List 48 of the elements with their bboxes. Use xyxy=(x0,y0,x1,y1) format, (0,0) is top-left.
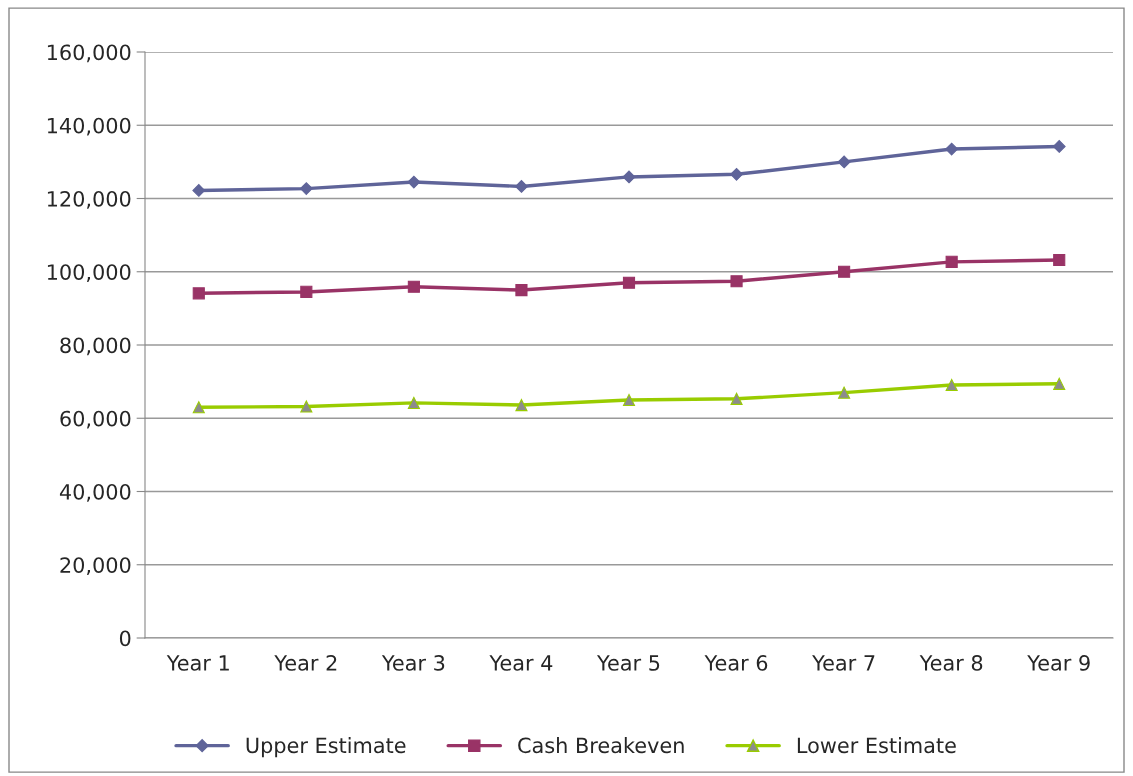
y-tick-label: 80,000 xyxy=(60,337,131,356)
point xyxy=(622,276,636,289)
point xyxy=(515,180,528,193)
x-tick-label: Year 3 xyxy=(381,655,445,671)
point xyxy=(1052,140,1066,153)
point xyxy=(407,175,421,189)
x-tick-label: Year 1 xyxy=(166,655,229,671)
y-tick-label: 60,000 xyxy=(60,410,131,429)
legend-label: Upper Estimate xyxy=(246,737,406,758)
point xyxy=(837,155,851,169)
point xyxy=(622,393,636,407)
point xyxy=(515,283,528,297)
point xyxy=(730,167,743,181)
y-tick-label: 160,000 xyxy=(47,44,131,63)
x-tick-label: Year 2 xyxy=(274,655,337,671)
point xyxy=(299,182,313,196)
point xyxy=(730,275,743,288)
point xyxy=(945,255,958,268)
point xyxy=(945,142,959,156)
legend-label: Cash Breakeven xyxy=(518,737,684,754)
point xyxy=(838,265,851,278)
point xyxy=(407,396,420,409)
point xyxy=(838,386,851,399)
x-tick-label: Year 5 xyxy=(596,655,660,671)
y-tick-label: 140,000 xyxy=(47,117,131,136)
y-tick-label: 100,000 xyxy=(47,264,131,283)
y-tick-label: 40,000 xyxy=(59,483,131,502)
point xyxy=(1053,253,1066,267)
x-tick-label: Year 7 xyxy=(812,655,875,671)
point xyxy=(515,398,528,412)
point xyxy=(407,280,420,293)
x-tick-label: Year 6 xyxy=(704,655,768,671)
y-tick-label: 0 xyxy=(119,630,131,647)
y-tick-label: 20,000 xyxy=(60,557,131,576)
point xyxy=(730,392,743,405)
y-tick-label: 120,000 xyxy=(47,190,131,209)
point xyxy=(300,400,313,413)
point xyxy=(192,184,206,197)
x-tick-label: Year 9 xyxy=(1027,655,1090,671)
point xyxy=(622,170,636,184)
x-tick-label: Year 4 xyxy=(489,655,553,671)
point xyxy=(1053,377,1066,390)
x-tick-label: Year 8 xyxy=(919,655,983,671)
legend-label: Lower Estimate xyxy=(797,737,956,754)
point xyxy=(192,287,205,300)
point xyxy=(192,401,205,414)
point xyxy=(945,378,958,391)
point xyxy=(300,285,313,298)
